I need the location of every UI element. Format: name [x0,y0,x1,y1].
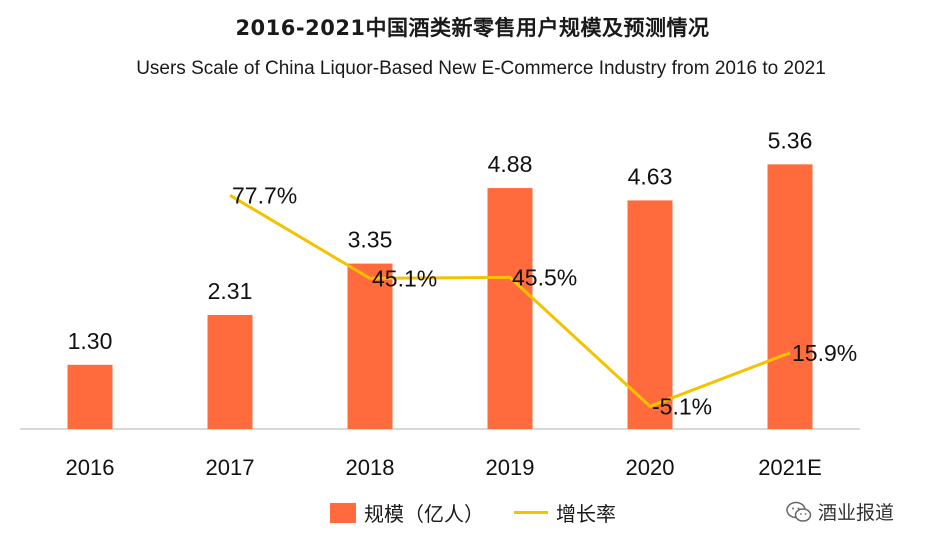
growth-rate-label: 45.5% [512,264,577,290]
chart-subtitle: Users Scale of China Liquor-Based New E-… [136,58,826,79]
growth-rate-label: 45.1% [372,265,437,291]
bar-2021E [767,164,813,429]
x-tick-label: 2017 [206,455,255,480]
legend-line-label: 增长率 [556,502,616,526]
growth-rate-label: -5.1% [652,393,712,419]
x-tick-label: 2016 [66,455,115,480]
x-tick-label: 2019 [486,455,535,480]
legend-bar-label: 规模（亿人） [364,502,484,526]
watermark-text: 酒业报道 [818,502,895,524]
chart-title: 2016-2021中国酒类新零售用户规模及预测情况 [235,16,710,40]
bar-value-label: 2.31 [208,278,253,304]
x-tick-label: 2020 [626,455,675,480]
legend-item-line: 增长率 [514,498,616,527]
bar-value-label: 4.88 [488,151,533,177]
bar-value-label: 3.35 [348,227,393,253]
bar-value-label: 4.63 [628,163,673,189]
legend-item-bar: 规模（亿人） [330,498,484,527]
growth-rate-label: 15.9% [792,340,857,366]
bar-2019 [487,188,533,429]
bar-value-label: 1.30 [68,328,113,354]
bar-value-label: 5.36 [768,127,813,153]
x-tick-label: 2018 [346,455,395,480]
x-tick-label: 2021E [758,455,822,480]
legend: 规模（亿人） 增长率 [330,498,646,527]
legend-bar-swatch [330,502,356,523]
legend-line-swatch [514,511,548,514]
growth-line [229,194,791,408]
bar-2016 [67,364,113,429]
growth-rate-label: 77.7% [232,182,297,208]
watermark: 酒业报道 [786,498,894,525]
wechat-icon [786,501,812,522]
bar-2017 [207,314,253,429]
bar-2018 [347,263,393,429]
